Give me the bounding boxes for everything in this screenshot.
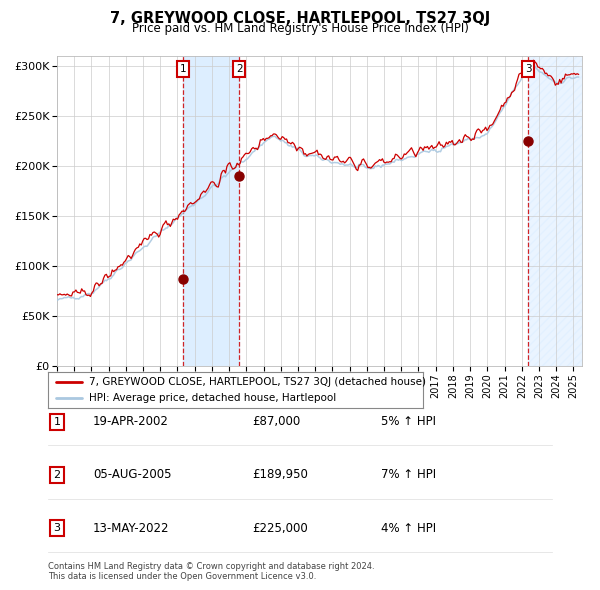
Bar	[182, 56, 239, 366]
Text: 1: 1	[179, 64, 186, 74]
Text: 05-AUG-2005: 05-AUG-2005	[93, 468, 172, 481]
Text: 3: 3	[53, 523, 61, 533]
Text: 2: 2	[53, 470, 61, 480]
Text: 7, GREYWOOD CLOSE, HARTLEPOOL, TS27 3QJ (detached house): 7, GREYWOOD CLOSE, HARTLEPOOL, TS27 3QJ …	[89, 376, 426, 386]
Text: 7% ↑ HPI: 7% ↑ HPI	[381, 468, 436, 481]
Text: HPI: Average price, detached house, Hartlepool: HPI: Average price, detached house, Hart…	[89, 394, 337, 404]
Text: 13-MAY-2022: 13-MAY-2022	[93, 522, 170, 535]
Bar	[528, 56, 582, 366]
Text: 3: 3	[525, 64, 532, 74]
Text: £87,000: £87,000	[252, 415, 300, 428]
Text: 4% ↑ HPI: 4% ↑ HPI	[381, 522, 436, 535]
Text: £189,950: £189,950	[252, 468, 308, 481]
Text: £225,000: £225,000	[252, 522, 308, 535]
Text: 7, GREYWOOD CLOSE, HARTLEPOOL, TS27 3QJ: 7, GREYWOOD CLOSE, HARTLEPOOL, TS27 3QJ	[110, 11, 490, 25]
Text: 5% ↑ HPI: 5% ↑ HPI	[381, 415, 436, 428]
Text: 2: 2	[236, 64, 242, 74]
Text: Price paid vs. HM Land Registry's House Price Index (HPI): Price paid vs. HM Land Registry's House …	[131, 22, 469, 35]
Text: 19-APR-2002: 19-APR-2002	[93, 415, 169, 428]
Text: 1: 1	[53, 417, 61, 427]
Text: Contains HM Land Registry data © Crown copyright and database right 2024.
This d: Contains HM Land Registry data © Crown c…	[48, 562, 374, 581]
